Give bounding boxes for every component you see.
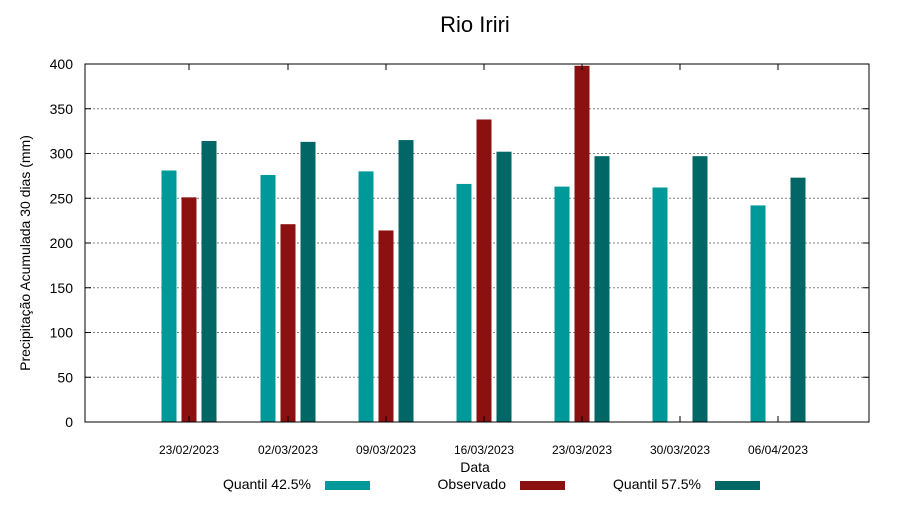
bar xyxy=(476,119,492,423)
x-axis: 23/02/2023 02/03/2023 09/03/2023 16/03/2023… xyxy=(159,64,808,457)
x-tick-label: 16/03/2023 xyxy=(454,443,514,457)
y-axis: 0 50 100 150 200 250 300 350 400 xyxy=(50,56,869,430)
legend-label: Quantil 57.5% xyxy=(613,476,701,492)
x-tick-label: 09/03/2023 xyxy=(356,443,416,457)
legend-swatch xyxy=(520,481,565,490)
y-tick-label: 100 xyxy=(50,325,74,341)
bar xyxy=(201,140,217,422)
bar xyxy=(692,156,708,422)
chart-title: Rio Iriri xyxy=(440,12,510,37)
bars xyxy=(161,65,806,423)
x-tick-label: 06/04/2023 xyxy=(748,443,808,457)
y-tick-label: 0 xyxy=(65,414,73,430)
x-axis-label: Data xyxy=(460,459,490,475)
bar xyxy=(181,197,197,422)
bar xyxy=(574,65,590,422)
bar xyxy=(750,205,766,422)
bar xyxy=(790,177,806,422)
bar xyxy=(594,156,610,422)
legend-swatch xyxy=(715,481,760,490)
bar xyxy=(280,224,296,422)
y-tick-label: 50 xyxy=(57,369,73,385)
legend: Quantil 42.5% Observado Quantil 57.5% xyxy=(223,476,760,492)
bar xyxy=(161,170,177,422)
y-tick-label: 150 xyxy=(50,280,74,296)
x-tick-label: 23/02/2023 xyxy=(159,443,219,457)
bar xyxy=(300,141,316,423)
y-tick-label: 350 xyxy=(50,101,74,117)
legend-label: Observado xyxy=(438,476,507,492)
legend-label: Quantil 42.5% xyxy=(223,476,311,492)
bar xyxy=(398,140,414,422)
legend-swatch xyxy=(325,481,370,490)
bar xyxy=(378,230,394,422)
y-axis-label: Precipitação Acumulada 30 dias (mm) xyxy=(17,135,33,371)
bar xyxy=(358,171,374,422)
bar xyxy=(456,183,472,422)
bar xyxy=(652,187,668,422)
x-tick-label: 02/03/2023 xyxy=(258,443,318,457)
x-tick-label: 23/03/2023 xyxy=(552,443,612,457)
bar xyxy=(496,151,512,422)
y-tick-label: 400 xyxy=(50,56,74,72)
x-tick-label: 30/03/2023 xyxy=(650,443,710,457)
bar xyxy=(260,174,276,422)
y-tick-label: 250 xyxy=(50,190,74,206)
y-tick-label: 300 xyxy=(50,146,74,162)
y-tick-label: 200 xyxy=(50,235,74,251)
bar xyxy=(554,186,570,422)
